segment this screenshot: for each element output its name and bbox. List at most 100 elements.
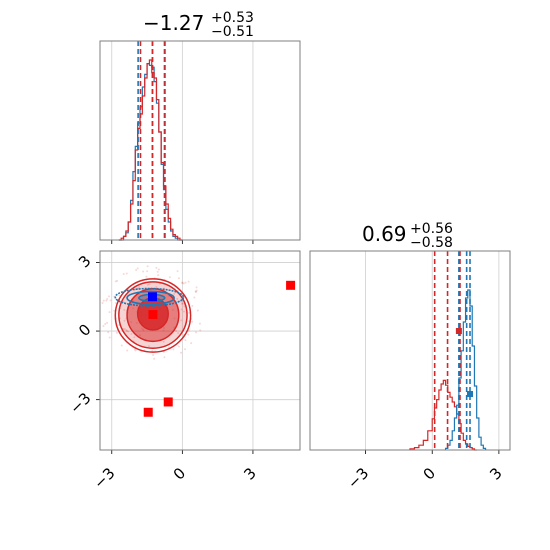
scatter-point-147	[153, 357, 156, 360]
scatter-point-85	[177, 332, 180, 335]
scatter-point-83	[187, 333, 190, 336]
scatter-point-131	[108, 336, 111, 339]
contour-red-0	[114, 278, 192, 353]
marker-1	[148, 310, 158, 320]
scatter-point-47	[195, 286, 198, 289]
scatter-point-157	[123, 308, 126, 311]
title-param1-minus: −0.51	[211, 24, 254, 40]
xtick-label-p2-2: 3	[240, 464, 259, 483]
scatter-point-95	[184, 339, 187, 342]
scatter-point-63	[155, 285, 158, 288]
frame-param1	[99, 40, 301, 241]
xtick-label-p3-0: −3	[344, 464, 372, 492]
scatter-point-116	[114, 302, 117, 305]
ytick-label-p2-1: 0	[75, 320, 94, 339]
scatter-point-24	[125, 330, 128, 333]
title-param1: −1.27 +0.53 −0.51	[143, 10, 254, 40]
scatter-point-148	[106, 298, 109, 301]
scatter-point-84	[102, 299, 105, 302]
frame-param2	[309, 250, 511, 451]
hist-red-param1	[118, 59, 183, 241]
scatter-point-106	[135, 268, 138, 271]
xtick-label-p2-0: −3	[90, 464, 118, 492]
scatter-point-152	[181, 302, 184, 305]
scatter-point-89	[120, 344, 123, 347]
scatter-point-165	[176, 297, 179, 300]
scatter-point-171	[107, 331, 110, 334]
scatter-point-160	[115, 331, 118, 334]
scatter-point-128	[162, 340, 165, 343]
scatter-point-169	[180, 351, 183, 354]
scatter-point-103	[183, 305, 186, 308]
hist-blue-param1	[118, 63, 183, 241]
scatter-point-172	[180, 308, 183, 311]
scatter-point-71	[125, 272, 128, 275]
scatter-point-162	[188, 311, 191, 314]
scatter-point-45	[182, 310, 185, 313]
histogram-param2-panel: −3 0 3	[309, 250, 511, 492]
ytick-label-p2-0: −3	[66, 389, 94, 417]
scatter-point-124	[147, 345, 150, 348]
scatter-point-96	[181, 302, 184, 305]
scatter-point-137	[181, 282, 184, 285]
scatter-point-88	[102, 325, 105, 328]
scatter-point-0	[113, 309, 116, 312]
scatter-point-32	[107, 295, 110, 298]
scatter-point-153	[122, 272, 125, 275]
xtick-label-p3-2: 3	[486, 464, 505, 483]
scatter-point-127	[114, 280, 117, 283]
marker-3	[143, 407, 153, 417]
hist-blue-param2	[444, 289, 487, 450]
title-param1-median: −1.27	[143, 11, 204, 35]
scatter-point-69	[196, 309, 199, 312]
scatter-point-14	[118, 294, 121, 297]
scatter-point-150	[175, 329, 178, 332]
title-param2: 0.69 +0.56 −0.58	[362, 221, 453, 251]
density-2d-panel: −3 0 3 −3 0 3	[66, 250, 301, 492]
scatter-point-22	[155, 266, 158, 269]
scatter-point-11	[199, 329, 202, 332]
scatter-point-144	[127, 330, 130, 333]
scatter-point-81	[187, 280, 190, 283]
scatter-point-136	[145, 275, 148, 278]
scatter-point-92	[133, 336, 136, 339]
scatter-point-41	[138, 286, 141, 289]
scatter-point-87	[163, 356, 166, 359]
scatter-point-50	[184, 281, 187, 284]
scatter-point-97	[101, 301, 104, 304]
scatter-point-104	[168, 276, 171, 279]
title-param2-plus: +0.56	[410, 221, 453, 237]
scatter-point-120	[182, 282, 185, 285]
scatter-point-38	[194, 331, 197, 334]
scatter-point-16	[176, 270, 179, 273]
scatter-point-167	[198, 322, 201, 325]
scatter-point-105	[156, 270, 159, 273]
scatter-point-37	[184, 348, 187, 351]
scatter-point-43	[134, 349, 137, 352]
scatter-point-18	[123, 319, 126, 322]
scatter-point-3	[194, 290, 197, 293]
scatter-point-126	[190, 342, 193, 345]
title-param2-median: 0.69	[362, 222, 407, 246]
scatter-point-130	[181, 281, 184, 284]
scatter-point-174	[130, 333, 133, 336]
scatter-point-125	[157, 274, 160, 277]
scatter-point-177	[133, 348, 136, 351]
scatter-point-93	[152, 354, 155, 357]
scatter-point-79	[104, 323, 107, 326]
scatter-point-77	[191, 304, 194, 307]
diag2-marker-0	[455, 328, 462, 334]
marker-0	[147, 292, 157, 302]
scatter-point-175	[136, 267, 139, 270]
scatter-point-36	[146, 270, 149, 273]
diag2-marker-1	[467, 391, 473, 397]
scatter-point-73	[148, 283, 151, 286]
xtick-label-p2-1: 0	[170, 464, 189, 483]
scatter-point-55	[157, 268, 160, 271]
scatter-point-58	[106, 321, 109, 324]
scatter-point-44	[146, 265, 149, 268]
scatter-point-21	[195, 289, 198, 292]
title-param2-minus: −0.58	[410, 235, 453, 251]
scatter-point-170	[177, 345, 180, 348]
